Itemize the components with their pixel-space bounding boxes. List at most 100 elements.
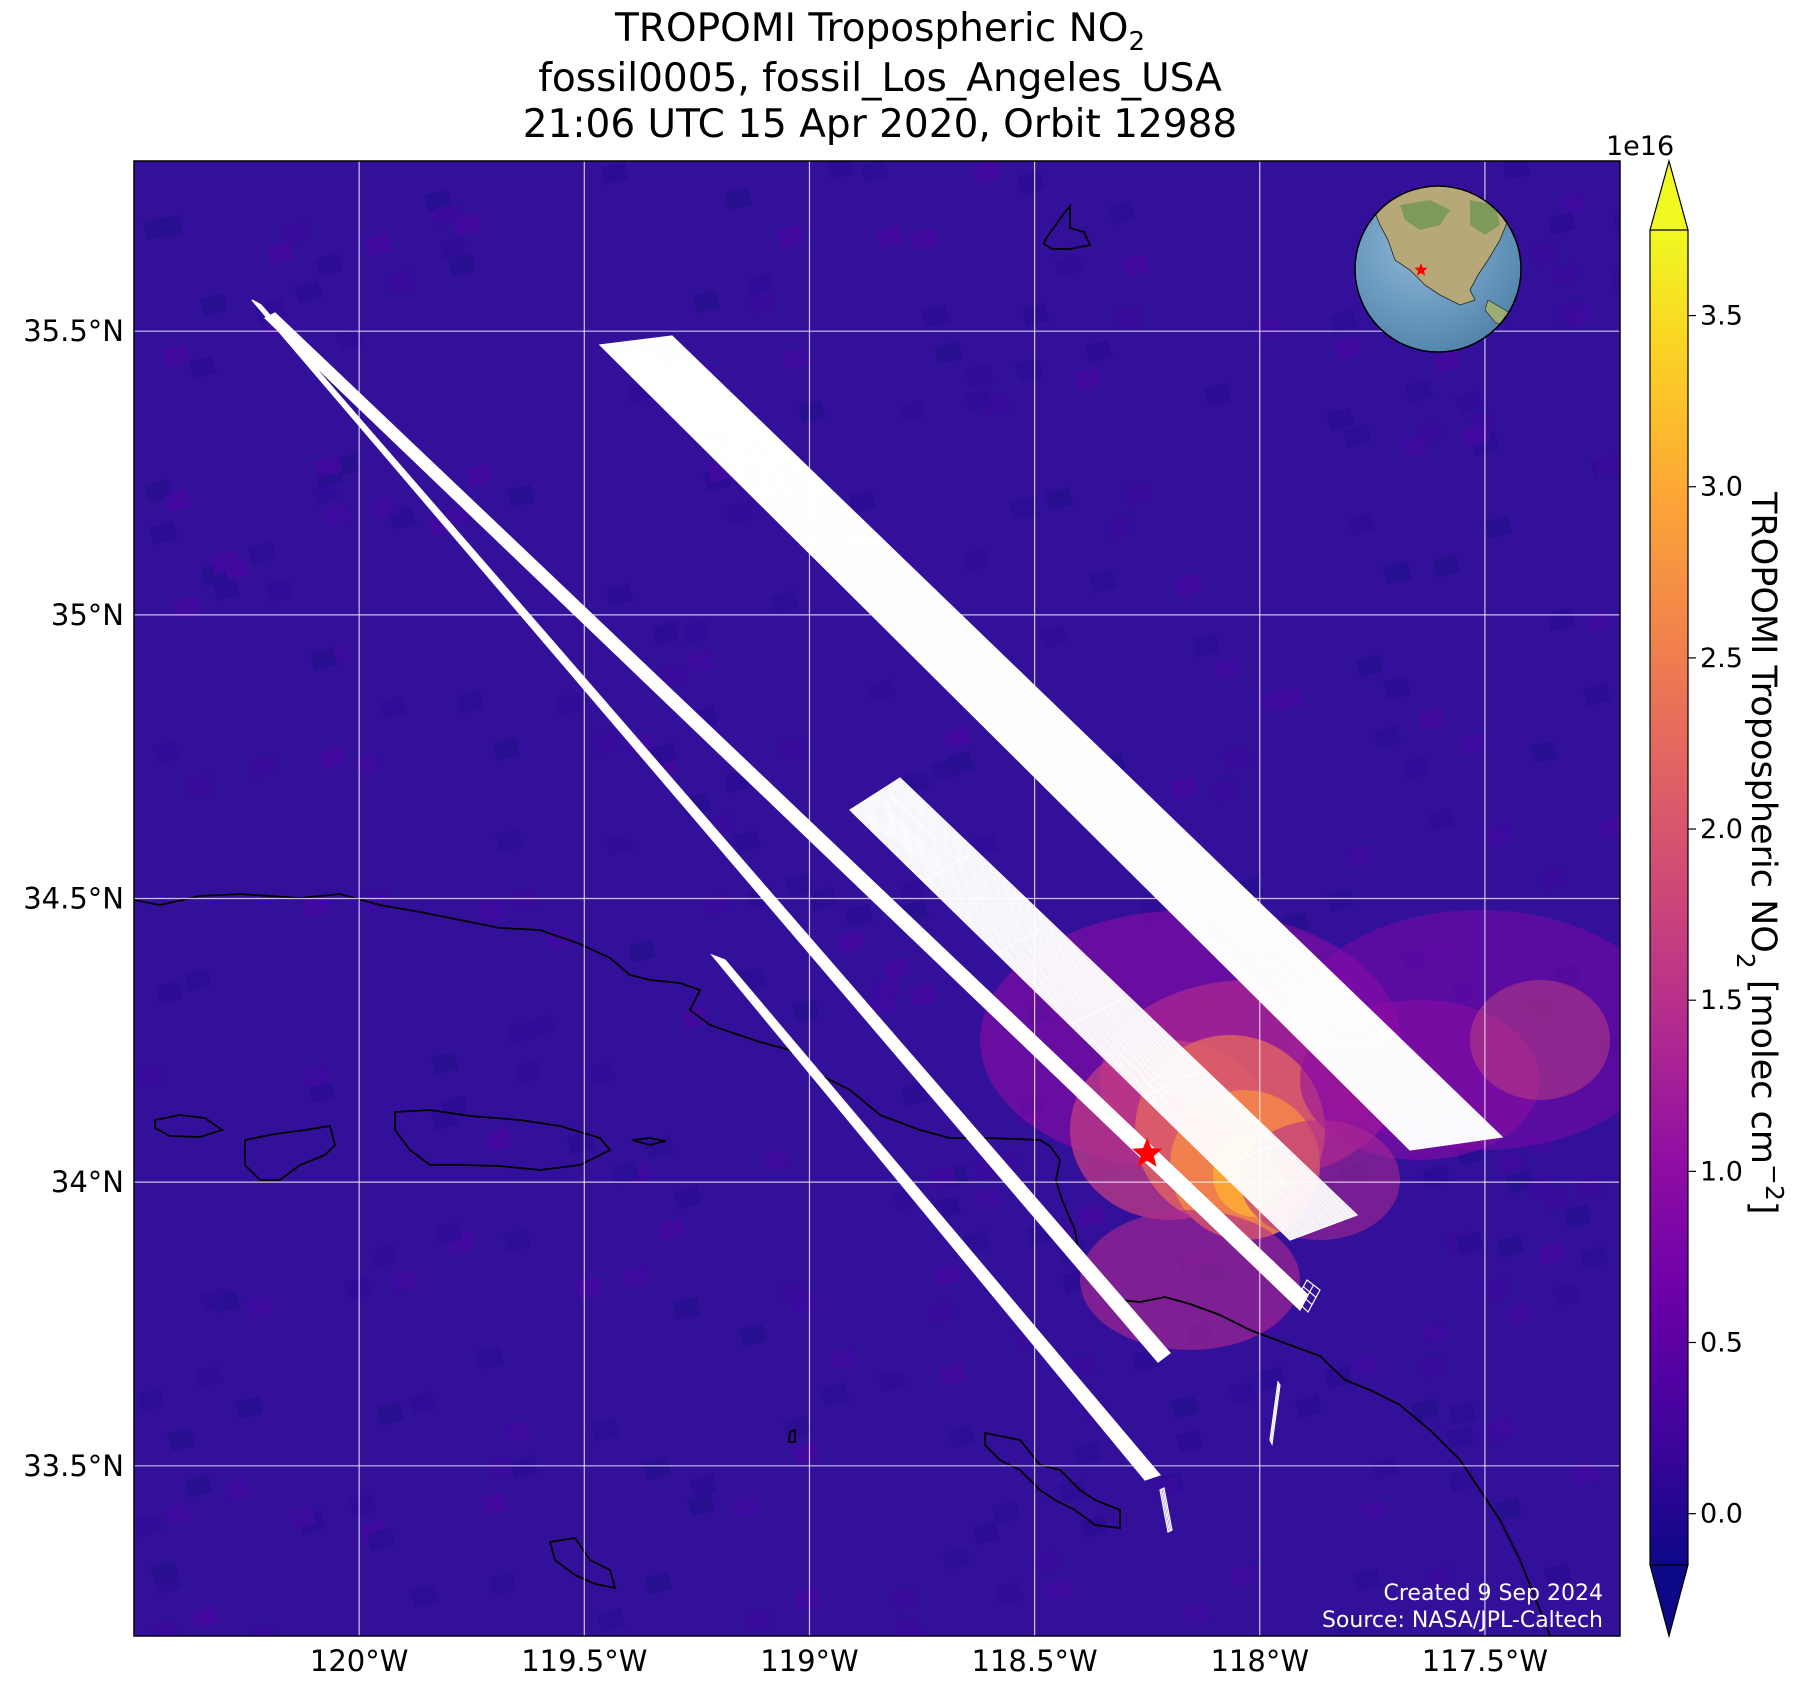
no2-pixel [1566,303,1595,327]
no2-pixel [1326,888,1355,913]
no2-pixel [1015,358,1043,382]
footprint-swath-6 [1269,1380,1281,1447]
no2-pixel [1411,1398,1439,1422]
no2-pixel [683,620,711,644]
no2-pixel [368,1245,397,1269]
no2-pixel [1427,807,1456,831]
no2-pixel [184,968,212,992]
no2-pixel [348,1493,377,1517]
no2-pixel [793,1587,822,1611]
no2-pixel [189,355,217,379]
no2-pixel [1551,262,1579,286]
no2-pixel [933,1263,962,1287]
no2-pixel [891,1587,920,1611]
no2-pixel [605,582,634,607]
no2-pixel [965,363,993,388]
no2-pixel [574,1276,603,1300]
no2-pixel [1069,1354,1098,1378]
no2-pixel [1121,253,1150,277]
no2-pixel [510,1455,539,1479]
no2-pixel [288,1505,317,1529]
no2-pixel [439,237,468,261]
no2-pixel [304,1064,332,1089]
no2-pixel [1572,1462,1600,1486]
island-anacapa [631,1137,666,1146]
no2-pixel [1531,242,1559,266]
no2-pixel [212,577,240,602]
no2-pixel [591,1418,619,1442]
colorbar-extend-max [1649,158,1689,231]
no2-pixel [725,501,754,525]
no2-pixel [294,280,323,304]
no2-pixel [164,1501,193,1525]
no2-pixel [1463,424,1491,448]
no2-pixel [1352,1354,1380,1378]
no2-pixel [355,752,383,777]
no2-pixel [658,1217,686,1242]
colorbar-gradient [1650,230,1688,1565]
no2-pixel [1426,1566,1455,1590]
no2-pixel [1548,212,1576,236]
no2-pixel [1456,1231,1484,1256]
no2-pixel [1169,776,1198,800]
island-san-miguel [154,1114,224,1138]
no2-pixel [1334,1612,1363,1636]
no2-pixel [1373,725,1402,749]
no2-pixel [309,647,338,671]
no2-pixel [1547,607,1575,631]
colorbar-exponent: 1e16 [1606,131,1674,162]
no2-pixel [1183,1602,1212,1626]
no2-pixel [434,202,462,227]
latitude-tick-label: 33.5°N [23,1449,124,1483]
no2-pixel [780,1281,808,1305]
no2-pixel [883,956,911,981]
no2-pixel [1360,1499,1388,1523]
no2-pixel [964,388,993,412]
colorbar-tick-label: 3.0 [1700,472,1743,503]
no2-pixel [1021,303,1050,327]
no2-pixel [972,161,1001,184]
no2-pixel [1059,1479,1088,1503]
no2-pixel [430,1051,459,1075]
no2-pixel [1530,740,1558,764]
longitude-tick-label: 120°W [310,1644,409,1678]
graticule [134,161,1620,1636]
no2-pixel [868,678,897,702]
no2-pixel [184,1474,213,1498]
no2-pixel [502,1228,531,1252]
no2-pixel [1494,1497,1523,1521]
no2-pixel [249,755,278,779]
no2-pixel [1563,1204,1592,1228]
longitude-labels: 120°W 119.5°W 119°W 118.5°W 118°W 117.5°W [310,1644,1548,1678]
colorbar-tick-label: 0.5 [1700,1328,1743,1359]
no2-pixel [792,1441,820,1465]
no2-pixel [235,1395,263,1420]
no2-pixel [761,1148,790,1173]
no2-pixel [943,725,972,750]
no2-pixel [266,241,295,265]
no2-pixel [995,1581,1024,1606]
credit-source: Source: NASA/JPL-Caltech [1322,1608,1603,1633]
no2-pixel [1593,453,1620,477]
no2-pixel [282,220,311,245]
no2-pixel [1455,390,1484,414]
no2-pixel [210,550,238,575]
no2-pixel [1211,778,1240,803]
no2-pixel [1326,407,1355,431]
colorbar: 1e16 0.0 0.5 1.0 1.5 2.0 2.5 3.0 3.5 TROPOMI Tr… [1606,131,1790,1639]
no2-pixel [860,161,889,183]
no2-pixel [484,1128,512,1152]
no2-pixel [1170,1395,1199,1419]
no2-pixel [1371,1456,1400,1480]
no2-pixel [555,692,584,717]
no2-pixel [792,998,820,1022]
no2-pixel [1448,1401,1477,1426]
no2-pixel [507,1020,535,1045]
no2-pixel [376,1402,404,1426]
no2-pixel [1612,210,1620,234]
no2-pixel [504,1420,532,1444]
no2-pixel [1432,554,1460,578]
colorbar-tick-label: 2.0 [1700,814,1743,845]
no2-pixel [1355,653,1384,677]
latitude-tick-label: 34.5°N [23,882,124,916]
